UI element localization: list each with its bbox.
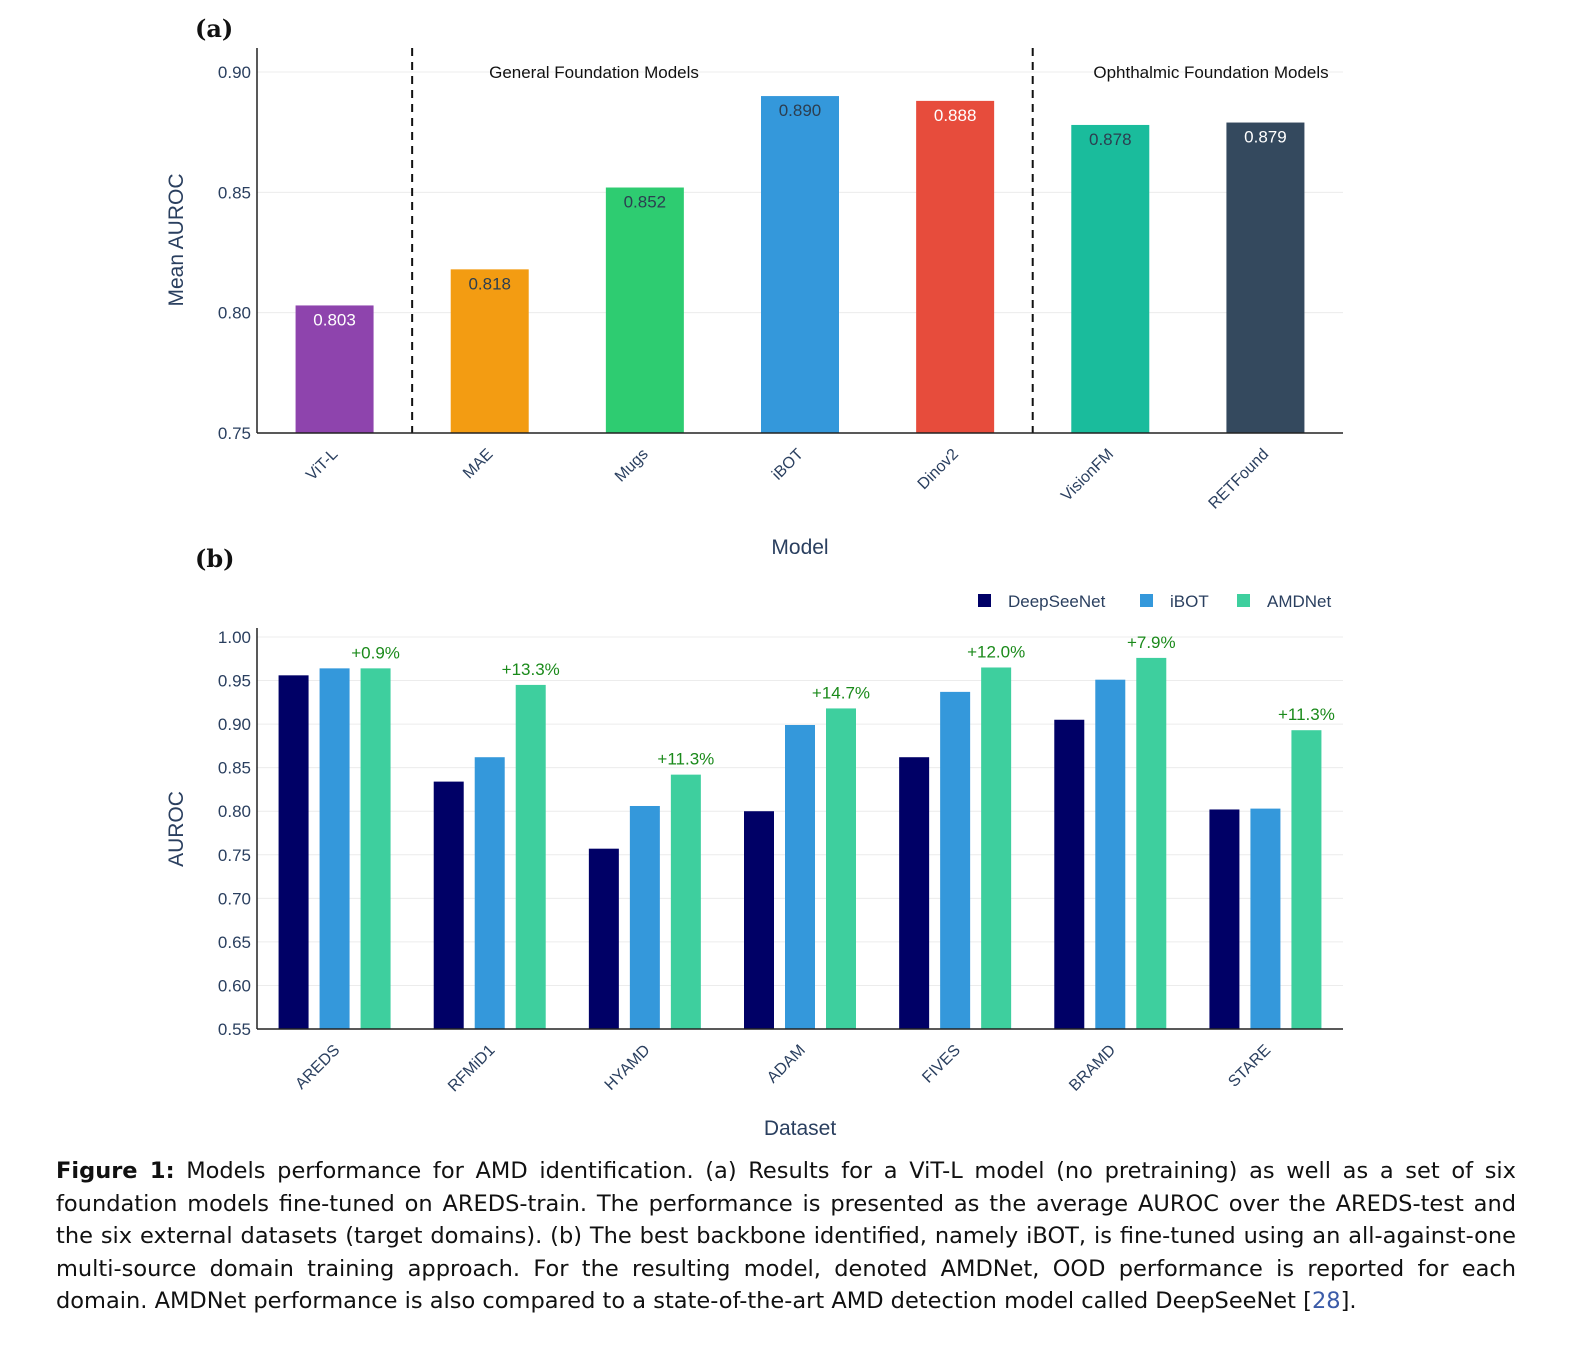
x-tick-label: ADAM	[764, 1042, 809, 1087]
bar-amdnet-bramd	[1136, 657, 1167, 1029]
bar-deepseenet-adam	[744, 811, 774, 1029]
bar-ibot-adam	[785, 724, 815, 1029]
x-tick-label: BRAMD	[1066, 1042, 1119, 1095]
caption-label: Figure 1:	[56, 1158, 175, 1184]
y-tick-label: 0.80	[218, 304, 251, 323]
improvement-label: +11.3%	[657, 750, 714, 769]
bar-amdnet-stare	[1291, 730, 1322, 1029]
x-tick-label: MAE	[460, 446, 497, 483]
legend-label-deepseenet: DeepSeeNet	[1008, 592, 1106, 611]
bar-value-label: 0.818	[468, 274, 511, 293]
annotation-general-foundation-models: General Foundation Models	[489, 63, 699, 82]
x-axis-title: Model	[771, 536, 828, 559]
improvement-label: +12.0%	[967, 642, 1025, 661]
improvement-label: +0.9%	[351, 643, 400, 662]
bar-amdnet-areds	[360, 668, 391, 1029]
chart-b-auroc-by-dataset: 0.55 0.60 0.65 0.70 0.75 0.80 0.85 0.90 0.95 1.00…	[165, 592, 1343, 1140]
bar-value-label: 0.852	[624, 193, 667, 212]
bar-ibot-stare	[1250, 808, 1281, 1029]
bar-amdnet-adam	[826, 708, 856, 1029]
bar-amdnet-rfmid1	[515, 684, 546, 1029]
x-tick-label: AREDS	[292, 1042, 343, 1093]
x-tick-label: ViT-L	[303, 446, 341, 484]
bar-ibot-areds	[319, 668, 350, 1029]
x-axis-title: Dataset	[764, 1117, 837, 1140]
bar-retfound	[1226, 122, 1305, 433]
caption-text: Models performance for AMD identificatio…	[56, 1158, 1516, 1314]
y-tick-label: 0.95	[218, 672, 251, 691]
x-tick-label: FIVES	[919, 1042, 964, 1087]
y-tick-label: 0.90	[218, 63, 251, 82]
y-tick-label: 0.75	[218, 846, 251, 865]
y-tick-label: 1.00	[218, 628, 251, 647]
bar-mae	[450, 269, 529, 433]
bar-value-label: 0.888	[934, 106, 977, 125]
bar-amdnet-fives	[981, 667, 1012, 1029]
legend-label-ibot: iBOT	[1170, 592, 1209, 611]
y-tick-label: 0.85	[218, 759, 251, 778]
x-tick-label: Dinov2	[915, 446, 962, 493]
bar-amdnet-hyamd	[670, 774, 701, 1029]
x-tick-label: RFMiD1	[445, 1042, 499, 1096]
figure-caption: Figure 1: Models performance for AMD ide…	[56, 1155, 1516, 1318]
bar-value-label: 0.878	[1089, 130, 1132, 149]
bar-vit-l	[295, 305, 374, 433]
panel-b-label: (b)	[195, 544, 235, 573]
improvement-label: +13.3%	[502, 660, 560, 679]
bar-value-label: 0.803	[313, 310, 356, 329]
improvement-label: +11.3%	[1278, 705, 1335, 724]
y-tick-label: 0.60	[218, 976, 251, 995]
y-tick-label: 0.85	[218, 183, 251, 202]
y-tick-label: 0.65	[218, 933, 251, 952]
y-tick-label: 0.55	[218, 1020, 251, 1039]
y-tick-label: 0.75	[218, 424, 251, 443]
bar-ibot	[761, 96, 839, 434]
bar-dinov2	[916, 100, 995, 433]
bar-deepseenet-fives	[899, 757, 930, 1029]
improvement-label: +14.7%	[812, 683, 870, 702]
bar-mugs	[605, 187, 684, 433]
y-axis-title: Mean AUROC	[165, 173, 188, 306]
bar-ibot-fives	[940, 691, 971, 1029]
bar-deepseenet-areds	[278, 675, 309, 1029]
bar-value-label: 0.879	[1244, 128, 1287, 147]
improvement-label: +7.9%	[1127, 633, 1176, 652]
legend-swatch-deepseenet	[978, 594, 991, 607]
legend-label-amdnet: AMDNet	[1267, 592, 1332, 611]
bar-deepseenet-rfmid1	[433, 781, 464, 1029]
legend-swatch-amdnet	[1237, 594, 1250, 607]
y-tick-label: 0.80	[218, 802, 251, 821]
x-tick-label: STARE	[1225, 1042, 1274, 1091]
bar-deepseenet-stare	[1209, 809, 1240, 1029]
y-tick-label: 0.90	[218, 715, 251, 734]
x-tick-label: Mugs	[612, 446, 652, 486]
bar-ibot-rfmid1	[474, 757, 505, 1029]
x-tick-label: iBOT	[769, 446, 807, 484]
y-axis-title: AUROC	[165, 791, 188, 867]
legend-swatch-ibot	[1140, 594, 1153, 607]
bar-deepseenet-hyamd	[588, 848, 619, 1029]
annotation-ophthalmic-foundation-models: Ophthalmic Foundation Models	[1093, 63, 1328, 82]
bar-ibot-bramd	[1095, 679, 1126, 1029]
caption-reference-link[interactable]: 28	[1311, 1288, 1341, 1314]
bar-ibot-hyamd	[629, 805, 660, 1029]
x-tick-label: VisionFM	[1058, 446, 1117, 505]
bar-value-label: 0.890	[779, 101, 822, 120]
caption-tail: ].	[1340, 1288, 1357, 1314]
bar-visionfm	[1071, 124, 1150, 434]
figure: (a) (b) 0.75 0.80 0.85 0.90 0.803 ViT-L 0.818 M…	[165, 14, 1343, 1140]
x-tick-label: HYAMD	[602, 1042, 654, 1094]
x-tick-label: RETFound	[1206, 446, 1273, 513]
bar-deepseenet-bramd	[1054, 719, 1085, 1029]
panel-a-label: (a)	[195, 14, 234, 43]
chart-a-mean-auroc: 0.75 0.80 0.85 0.90 0.803 ViT-L 0.818 MAE 0.852 M…	[165, 48, 1343, 559]
y-tick-label: 0.70	[218, 889, 251, 908]
